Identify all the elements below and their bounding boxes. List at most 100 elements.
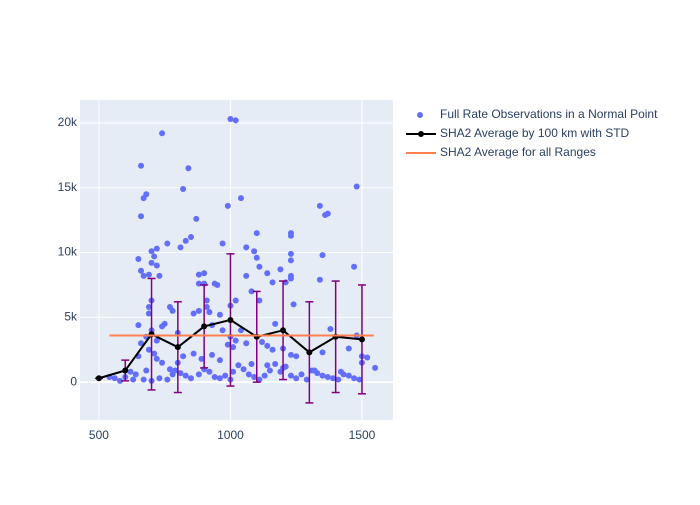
point [169,371,176,378]
point [211,373,218,380]
point [324,373,331,380]
legend-label: SHA2 Average by 100 km with STD [440,126,630,140]
x-tick-label: 1000 [217,428,244,442]
point [243,272,250,279]
point [153,245,160,252]
point [272,361,279,368]
point [219,240,226,247]
point [266,367,273,374]
point [261,372,268,379]
point [287,232,294,239]
point [364,354,371,361]
line-marker [174,344,181,351]
legend-label: SHA2 Average for all Ranges [440,145,596,159]
point [230,368,237,375]
point [138,162,145,169]
point [153,262,160,269]
point [138,340,145,347]
point [293,375,300,382]
x-tick-label: 500 [89,428,109,442]
line-marker [122,367,129,374]
y-tick-label: 15k [58,180,78,194]
point [138,267,145,274]
point [132,371,139,378]
point [256,297,263,304]
point [345,372,352,379]
point [135,256,142,263]
point [287,372,294,379]
point [209,351,216,358]
y-tick-label: 10k [58,245,78,259]
point [227,116,234,123]
point [324,210,331,217]
point [182,237,189,244]
point [156,375,163,382]
point [159,359,166,366]
point [130,376,137,383]
point [203,303,210,310]
y-tick-label: 20k [58,115,78,129]
point [356,376,363,383]
point [224,341,231,348]
point [319,252,326,259]
point [319,349,326,356]
point [237,195,244,202]
point [232,297,239,304]
point [327,326,334,333]
line-marker [95,375,102,382]
point [372,364,379,371]
y-tick-label: 0 [70,374,77,388]
point [259,338,266,345]
point [145,271,152,278]
point [156,272,163,279]
point [251,373,258,380]
point [272,320,279,327]
y-tick-label: 5k [64,310,78,324]
point [164,240,171,247]
point [161,320,168,327]
point [195,307,202,314]
line-marker [280,327,287,334]
point [351,263,358,270]
point [269,279,276,286]
point [277,266,284,273]
x-tick-label: 1500 [349,428,376,442]
point [243,244,250,251]
point [214,281,221,288]
point [232,117,239,124]
point [151,253,158,260]
point [159,130,166,137]
point [232,337,239,344]
point [182,372,189,379]
point [187,375,194,382]
point [253,230,260,237]
point [177,244,184,251]
point [206,309,213,316]
point [222,372,229,379]
point [111,375,118,382]
point [195,371,202,378]
point [145,303,152,310]
point [127,368,134,375]
point [248,361,255,368]
point [251,248,258,255]
point [224,202,231,209]
point [256,263,263,270]
point [206,368,213,375]
point [216,375,223,382]
point [190,350,197,357]
point [264,362,271,369]
point [166,366,173,373]
point [201,270,208,277]
point [219,327,226,334]
point [311,367,318,374]
point [135,322,142,329]
point [198,355,205,362]
line-marker [227,316,234,323]
line-marker [306,349,313,356]
point [264,342,271,349]
point [195,280,202,287]
point [287,257,294,264]
point [353,183,360,190]
